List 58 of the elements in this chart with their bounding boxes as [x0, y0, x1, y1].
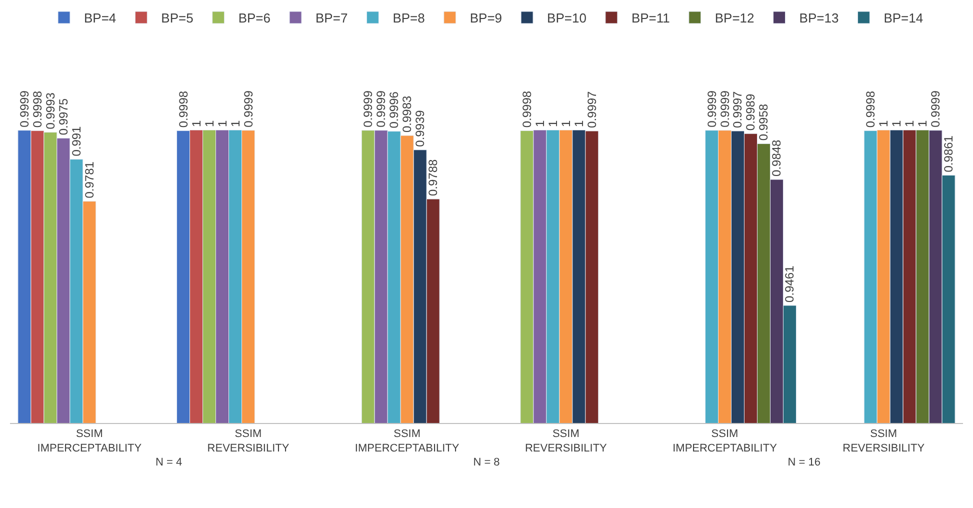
x-tick-label: SSIM IMPERCEPTABILITY	[37, 428, 142, 454]
data-label: 0.991	[69, 126, 84, 156]
data-label: 1	[189, 120, 204, 127]
data-label: 1	[890, 120, 904, 127]
x-tick-label: SSIM REVERSIBILITY	[207, 428, 290, 454]
data-label: 0.9999	[241, 90, 256, 128]
data-label: 0.9998	[176, 90, 190, 128]
data-label: 0.9788	[426, 158, 440, 196]
data-label: 0.9461	[782, 265, 797, 302]
data-label: 1	[215, 120, 230, 127]
data-label: 1	[532, 120, 547, 127]
data-label: 1	[902, 120, 917, 127]
data-label: 1	[228, 120, 242, 127]
data-label: 0.9999	[17, 90, 32, 128]
legend-label: BP=11	[631, 10, 670, 26]
data-label: 0.9996	[387, 91, 402, 128]
annotation: N = 8	[473, 456, 500, 468]
legend-label: BP=6	[238, 10, 271, 26]
legend-label: BP=10	[547, 10, 586, 26]
data-label: 0.9999	[704, 90, 719, 128]
legend-label: BP=13	[799, 10, 839, 26]
data-label: 0.9997	[584, 90, 599, 128]
annotation: N = 16	[788, 456, 821, 468]
data-label: 0.9989	[744, 94, 758, 131]
data-label: 0.9999	[718, 90, 732, 128]
data-label: 0.9848	[770, 139, 784, 176]
legend-label: BP=7	[316, 10, 348, 26]
data-label: 0.9958	[756, 104, 771, 141]
data-label: 0.9975	[56, 98, 70, 136]
data-label: 0.9983	[400, 96, 414, 133]
legend-label: BP=12	[714, 10, 754, 26]
data-label: 1	[572, 120, 586, 127]
data-label: 0.9861	[942, 135, 956, 172]
data-label: 0.9999	[374, 90, 388, 128]
data-label: 1	[558, 120, 573, 127]
data-label: 0.9939	[413, 110, 428, 147]
data-label: 0.9998	[30, 90, 44, 128]
data-label: 0.9993	[43, 92, 58, 130]
x-tick-label: SSIM REVERSIBILITY	[524, 428, 608, 454]
data-label: 1	[202, 120, 216, 127]
data-label: 1	[876, 120, 891, 127]
data-label: 0.9998	[864, 90, 878, 128]
legend-label: BP=4	[84, 10, 116, 26]
x-tick-label: SSIM IMPERCEPTABILITY	[354, 428, 460, 454]
legend-label: BP=8	[392, 10, 425, 26]
data-label: 0.9998	[520, 90, 534, 128]
data-label: 0.9781	[82, 161, 96, 198]
x-tick-label: SSIM REVERSIBILITY	[842, 428, 926, 454]
legend-label: BP=14	[884, 10, 924, 26]
x-tick-label: SSIM IMPERCEPTABILITY	[672, 428, 778, 454]
data-label: 0.9999	[928, 90, 943, 128]
annotation: N = 4	[156, 456, 182, 468]
legend-label: BP=5	[161, 10, 194, 26]
data-label: 1	[546, 120, 560, 127]
data-label: 1	[916, 120, 930, 127]
data-label: 0.9997	[730, 90, 745, 128]
legend-label: BP=9	[470, 10, 502, 26]
data-label: 0.9999	[361, 90, 376, 128]
